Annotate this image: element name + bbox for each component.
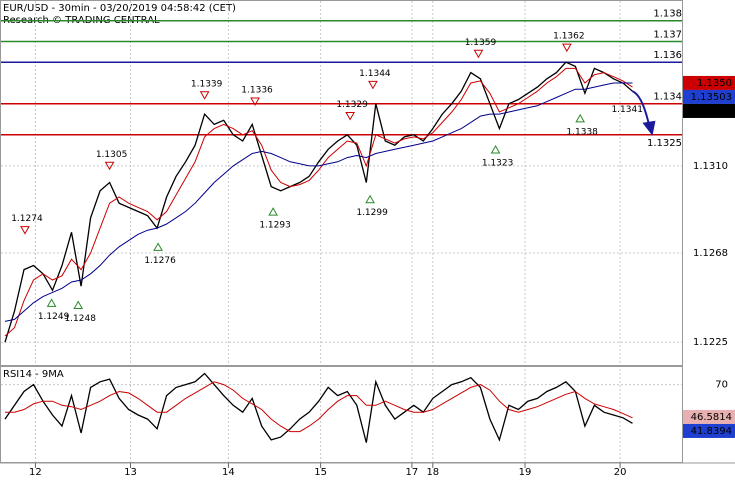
forecast-arrowhead xyxy=(642,120,656,136)
ma-line xyxy=(4,67,633,337)
x-tick-label: 19 xyxy=(519,467,532,478)
price-tag-label: 1.13454 xyxy=(691,106,732,117)
price-tag-label: 41.8394 xyxy=(691,426,732,437)
low-marker xyxy=(153,242,163,251)
y-tick-label: 1.1310 xyxy=(693,161,728,172)
price-tag xyxy=(683,103,735,118)
level-label: 1.136 xyxy=(653,50,682,61)
annotation-label: 1.1248 xyxy=(64,314,96,324)
high-marker xyxy=(20,226,30,235)
high-marker xyxy=(562,43,572,53)
x-tick-label: 15 xyxy=(314,467,327,478)
price-tag xyxy=(683,423,735,438)
high-marker xyxy=(368,80,378,90)
annotation-label: 1.1341 xyxy=(611,105,643,115)
level-label: 1.138 xyxy=(653,9,682,20)
rsi-title: RSI14 - 9MA xyxy=(3,369,64,380)
annotation-label: 1.1299 xyxy=(356,208,388,218)
high-marker xyxy=(473,49,484,59)
level-label: 1.134 xyxy=(653,92,682,103)
low-marker xyxy=(575,113,586,123)
price-tag-label: 1.1350 xyxy=(697,78,732,89)
annotation-label: 1.1323 xyxy=(482,158,514,168)
annotation-label: 1.1305 xyxy=(96,150,128,160)
annotation-label: 1.1359 xyxy=(465,38,497,48)
annotation-label: 1.1274 xyxy=(11,214,43,224)
annotation-label: 1.1362 xyxy=(553,32,585,42)
y-tick-label: 70 xyxy=(715,380,728,391)
y-tick-label: 1.1225 xyxy=(693,337,728,348)
annotation-label: 1.1293 xyxy=(259,221,291,231)
price-tag-label: 46.5814 xyxy=(691,412,732,423)
low-marker xyxy=(268,207,278,216)
high-marker xyxy=(250,97,260,106)
chart-title: EUR/USD - 30min - 03/20/2019 04:58:42 (C… xyxy=(3,3,236,14)
x-tick-label: 13 xyxy=(124,467,137,478)
ma-line xyxy=(5,381,633,433)
annotation-label: 1.1249 xyxy=(38,312,70,322)
price-tag xyxy=(683,409,735,424)
x-tick-label: 12 xyxy=(29,467,42,478)
annotation-label: 1.1329 xyxy=(336,100,368,110)
low-marker xyxy=(490,144,501,154)
annotation-label: 1.1339 xyxy=(191,79,223,89)
series-line xyxy=(4,372,633,443)
price-tag xyxy=(683,89,735,104)
price-panel xyxy=(0,0,683,366)
series-line xyxy=(4,61,633,343)
low-marker xyxy=(365,194,375,204)
annotation-label: 1.1336 xyxy=(241,85,273,95)
forecast-arrow xyxy=(631,90,651,128)
annotation-label: 1.1338 xyxy=(566,127,598,137)
annotation-label: 1.1276 xyxy=(144,256,176,266)
x-tick-label: 14 xyxy=(222,467,235,478)
x-tick-label: 20 xyxy=(614,467,627,478)
annotation-label: 1.1344 xyxy=(359,69,391,79)
x-tick-label: 17 xyxy=(406,467,419,478)
price-tag-label: 1.13503 xyxy=(691,92,732,103)
high-marker xyxy=(104,161,115,171)
level-label: 1.1325 xyxy=(647,138,682,149)
high-marker xyxy=(345,112,355,121)
low-marker xyxy=(73,300,84,309)
ma-line xyxy=(4,82,633,322)
level-label: 1.137 xyxy=(653,29,682,40)
price-tag xyxy=(683,75,735,90)
x-tick-label: 18 xyxy=(426,467,439,478)
high-marker xyxy=(199,91,210,100)
low-marker xyxy=(46,298,57,307)
y-tick-label: 1.1268 xyxy=(693,248,728,259)
